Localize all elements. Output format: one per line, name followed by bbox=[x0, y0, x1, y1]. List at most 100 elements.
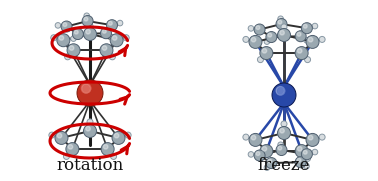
Circle shape bbox=[278, 20, 282, 24]
Circle shape bbox=[319, 36, 325, 42]
Circle shape bbox=[256, 26, 260, 30]
Circle shape bbox=[125, 132, 131, 138]
Circle shape bbox=[110, 34, 123, 47]
Circle shape bbox=[301, 149, 312, 160]
Circle shape bbox=[260, 47, 273, 60]
Circle shape bbox=[57, 34, 70, 47]
Circle shape bbox=[264, 39, 270, 44]
Circle shape bbox=[305, 155, 311, 161]
Circle shape bbox=[264, 165, 270, 170]
Circle shape bbox=[102, 29, 106, 33]
Circle shape bbox=[63, 23, 67, 26]
Circle shape bbox=[109, 54, 115, 60]
Circle shape bbox=[77, 80, 103, 106]
Circle shape bbox=[64, 153, 70, 159]
Circle shape bbox=[278, 142, 284, 148]
Circle shape bbox=[74, 30, 78, 34]
Circle shape bbox=[248, 152, 254, 157]
Circle shape bbox=[101, 28, 112, 39]
Circle shape bbox=[266, 157, 277, 169]
Circle shape bbox=[295, 145, 308, 158]
Circle shape bbox=[87, 23, 93, 29]
Circle shape bbox=[301, 23, 312, 34]
Circle shape bbox=[117, 20, 123, 26]
Circle shape bbox=[308, 37, 313, 42]
Circle shape bbox=[308, 135, 313, 140]
Circle shape bbox=[67, 44, 80, 57]
Circle shape bbox=[73, 29, 84, 39]
Circle shape bbox=[249, 35, 262, 48]
Circle shape bbox=[112, 36, 117, 40]
Circle shape bbox=[272, 83, 296, 107]
Circle shape bbox=[306, 133, 319, 146]
Circle shape bbox=[51, 35, 57, 41]
Circle shape bbox=[276, 145, 287, 155]
Text: freeze: freeze bbox=[258, 157, 310, 174]
Circle shape bbox=[112, 131, 125, 144]
Circle shape bbox=[295, 157, 306, 168]
Circle shape bbox=[251, 135, 256, 140]
Circle shape bbox=[260, 145, 273, 158]
Circle shape bbox=[249, 133, 262, 146]
Circle shape bbox=[303, 24, 307, 28]
Circle shape bbox=[86, 127, 90, 131]
Circle shape bbox=[68, 145, 73, 149]
Circle shape bbox=[277, 87, 285, 95]
Circle shape bbox=[69, 46, 74, 50]
Circle shape bbox=[110, 153, 116, 159]
Circle shape bbox=[257, 57, 263, 63]
Circle shape bbox=[297, 147, 302, 151]
Circle shape bbox=[55, 23, 61, 28]
Circle shape bbox=[84, 13, 90, 19]
Circle shape bbox=[306, 35, 319, 48]
Circle shape bbox=[254, 150, 265, 161]
Circle shape bbox=[101, 143, 114, 156]
Text: rotation: rotation bbox=[56, 157, 124, 174]
Circle shape bbox=[66, 143, 79, 156]
Circle shape bbox=[295, 47, 308, 60]
Circle shape bbox=[312, 149, 318, 155]
Circle shape bbox=[276, 87, 285, 95]
Circle shape bbox=[81, 83, 91, 93]
Circle shape bbox=[55, 131, 68, 144]
Circle shape bbox=[295, 31, 306, 42]
Circle shape bbox=[304, 37, 309, 43]
Circle shape bbox=[297, 49, 302, 53]
Circle shape bbox=[107, 20, 118, 31]
Circle shape bbox=[280, 30, 284, 35]
Circle shape bbox=[262, 147, 267, 151]
Circle shape bbox=[71, 36, 76, 41]
Circle shape bbox=[82, 84, 91, 93]
Circle shape bbox=[59, 36, 64, 40]
Circle shape bbox=[319, 134, 325, 140]
Circle shape bbox=[251, 37, 256, 42]
Circle shape bbox=[114, 133, 119, 138]
Circle shape bbox=[257, 155, 263, 161]
Circle shape bbox=[65, 54, 71, 60]
Circle shape bbox=[243, 134, 249, 140]
Circle shape bbox=[243, 36, 249, 42]
Circle shape bbox=[266, 31, 277, 43]
Circle shape bbox=[268, 159, 272, 163]
Circle shape bbox=[303, 150, 307, 154]
Circle shape bbox=[262, 49, 267, 53]
Circle shape bbox=[280, 129, 284, 133]
Circle shape bbox=[254, 24, 265, 35]
Circle shape bbox=[268, 33, 272, 37]
Circle shape bbox=[108, 21, 112, 25]
Circle shape bbox=[281, 24, 287, 30]
Circle shape bbox=[57, 133, 62, 138]
Circle shape bbox=[86, 30, 90, 34]
Circle shape bbox=[104, 145, 108, 149]
Circle shape bbox=[297, 158, 301, 162]
Circle shape bbox=[84, 28, 96, 41]
Circle shape bbox=[87, 119, 93, 125]
Circle shape bbox=[305, 57, 311, 63]
Circle shape bbox=[61, 21, 72, 32]
Circle shape bbox=[102, 46, 107, 50]
Circle shape bbox=[248, 26, 254, 31]
Circle shape bbox=[297, 32, 301, 36]
Circle shape bbox=[312, 23, 318, 29]
Circle shape bbox=[100, 44, 113, 57]
Circle shape bbox=[304, 163, 309, 169]
